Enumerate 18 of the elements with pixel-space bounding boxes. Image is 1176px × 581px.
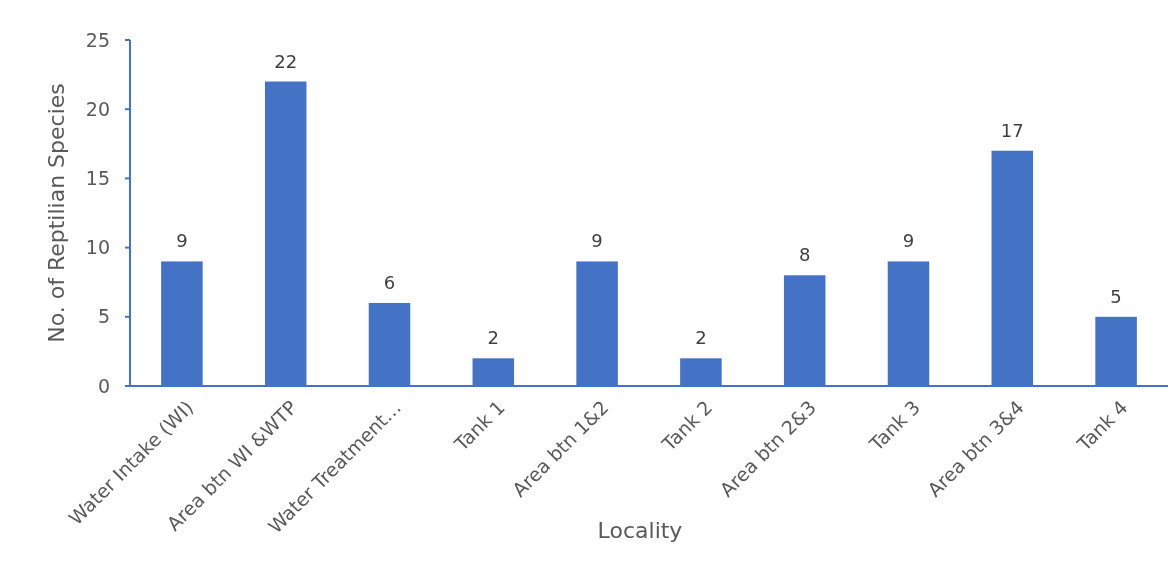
y-tick-label: 10 (85, 236, 110, 259)
data-label: 17 (1000, 119, 1024, 141)
data-label: 6 (383, 271, 396, 293)
data-label: 2 (695, 327, 707, 349)
data-label: 8 (798, 244, 811, 266)
x-axis-title: Locality (597, 518, 683, 543)
data-label: 2 (487, 327, 500, 349)
data-label: 9 (176, 230, 188, 252)
y-tick-label: 20 (85, 97, 110, 120)
y-tick-label: 5 (97, 305, 110, 328)
y-axis-title: No. of Reptilian Species (44, 83, 69, 343)
data-label: 9 (591, 230, 603, 252)
data-label: 22 (274, 50, 298, 72)
y-tick-label: 25 (85, 28, 110, 51)
y-tick-label: 0 (97, 374, 110, 397)
y-tick-label: 15 (85, 167, 110, 190)
data-label: 9 (902, 230, 915, 252)
data-label: 5 (1110, 285, 1122, 307)
